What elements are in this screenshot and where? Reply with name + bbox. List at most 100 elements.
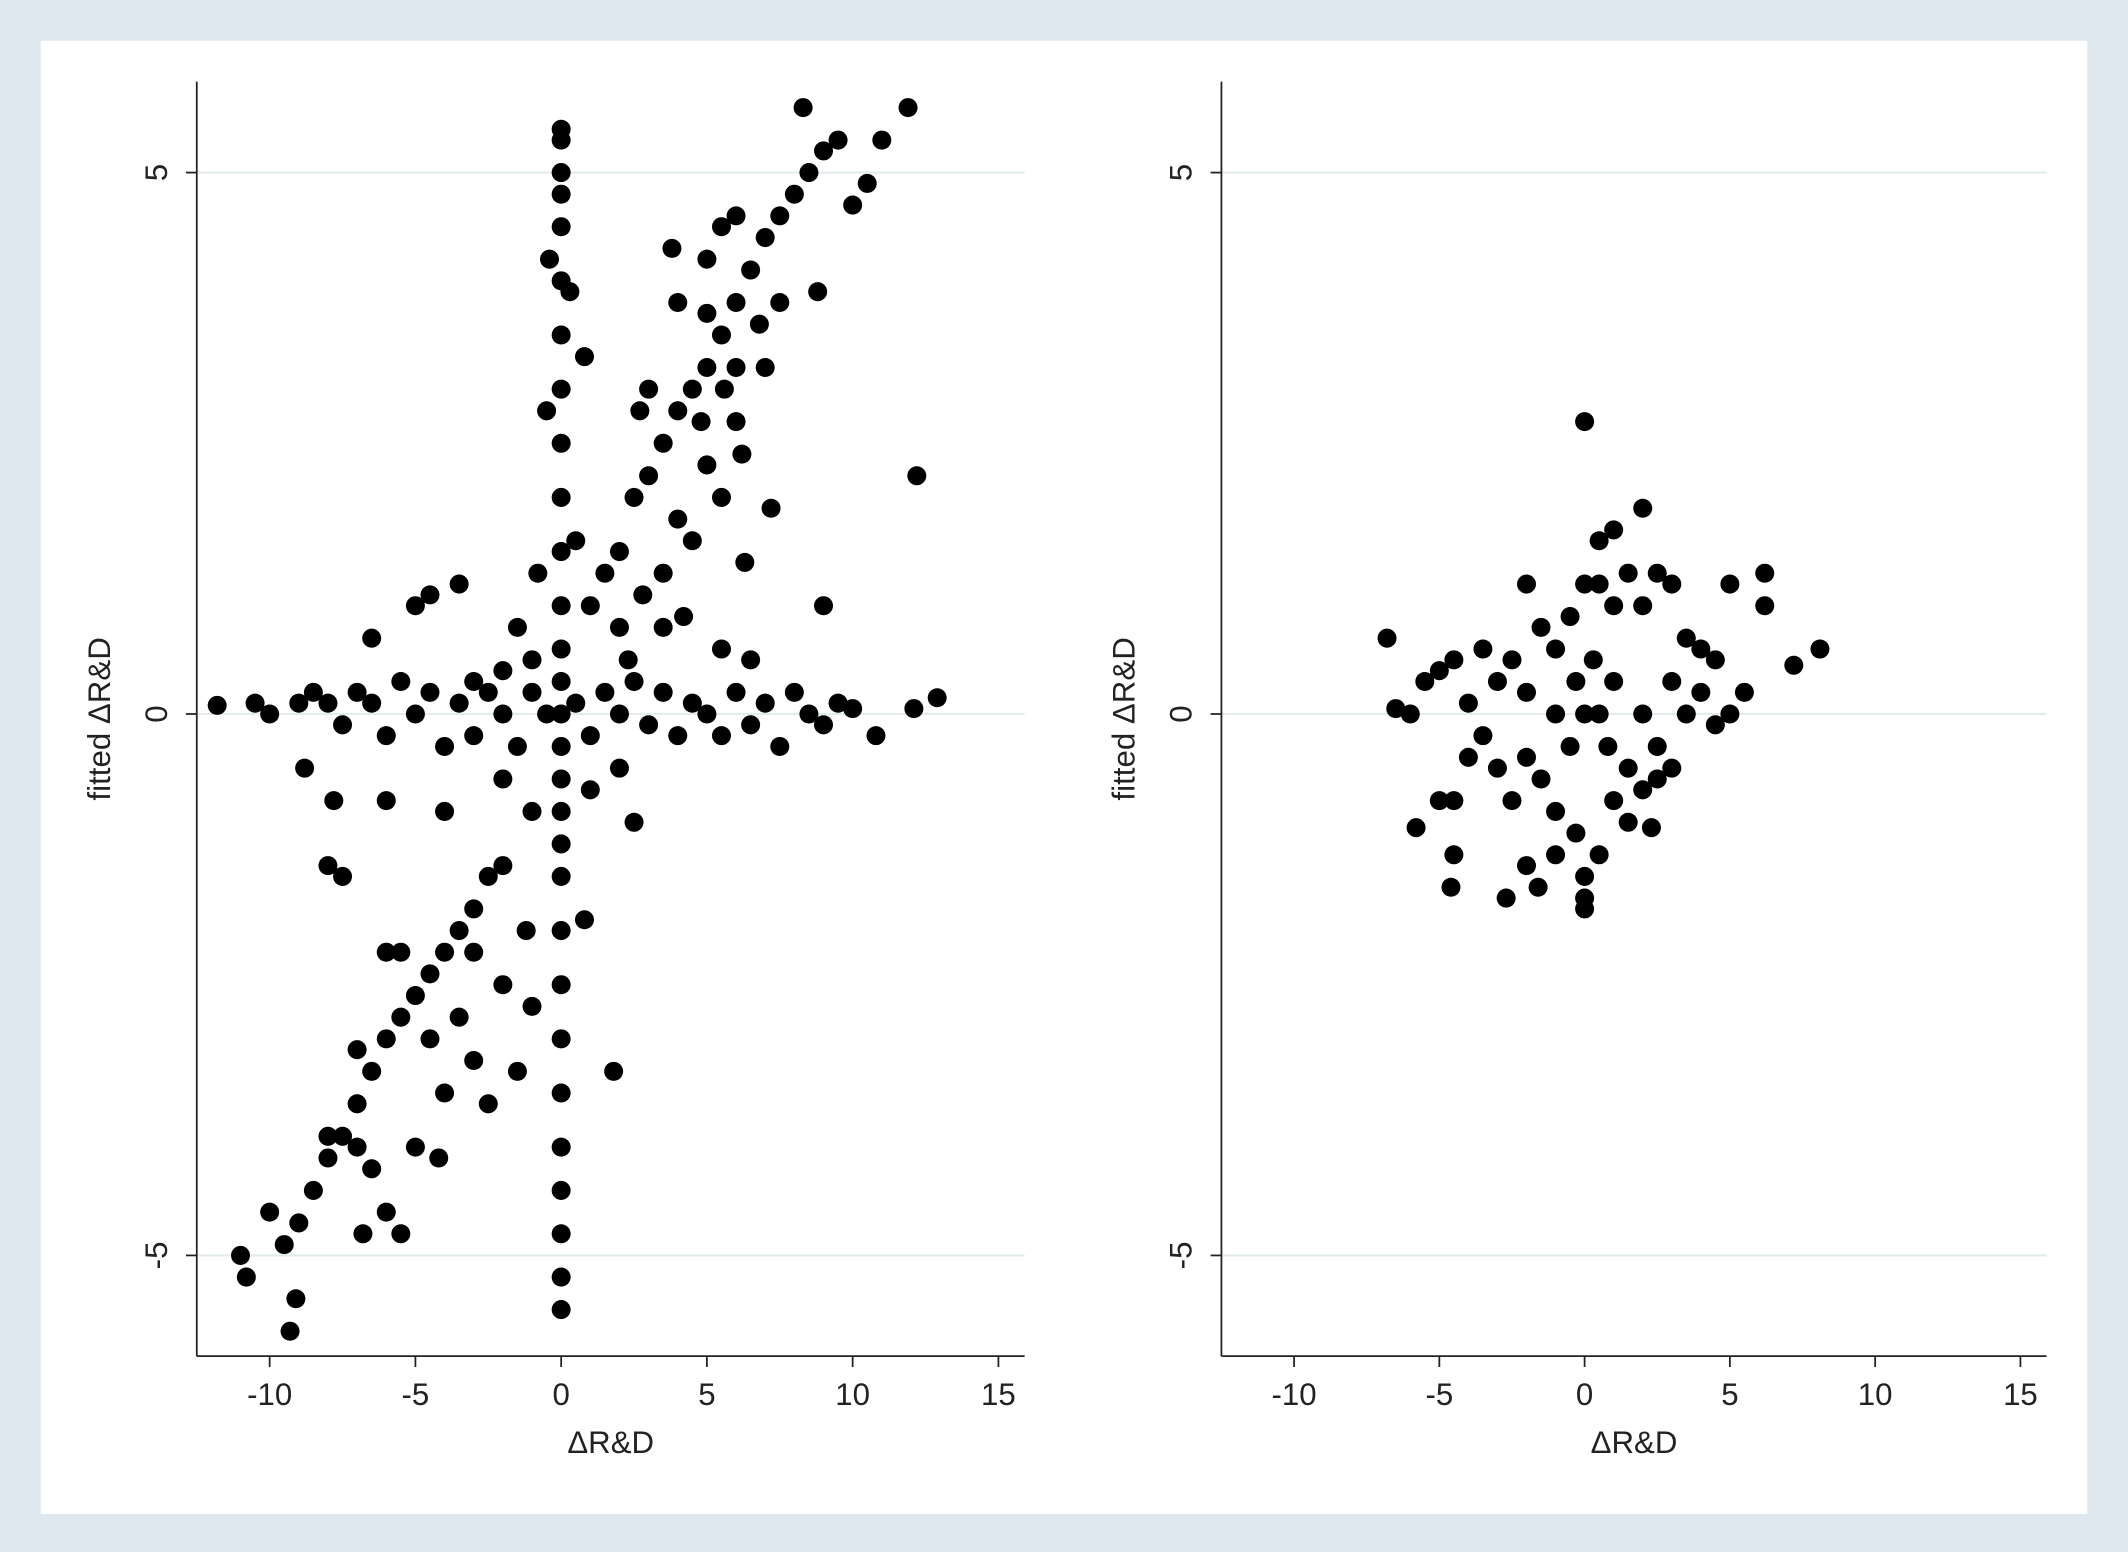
point xyxy=(1575,574,1595,594)
point xyxy=(828,130,848,150)
point xyxy=(1720,574,1740,594)
point xyxy=(478,1094,498,1114)
point xyxy=(639,715,659,735)
point xyxy=(493,769,513,789)
point xyxy=(507,736,527,757)
point xyxy=(814,141,834,161)
point xyxy=(609,542,629,562)
point xyxy=(857,173,877,193)
point xyxy=(1516,574,1536,594)
point xyxy=(551,736,571,757)
point xyxy=(618,650,638,670)
point xyxy=(391,1224,411,1244)
point xyxy=(1647,563,1667,583)
point xyxy=(493,661,513,681)
point xyxy=(755,228,775,248)
point xyxy=(333,866,353,886)
point xyxy=(522,650,542,670)
point xyxy=(770,736,790,757)
point xyxy=(609,758,629,778)
point xyxy=(289,693,309,713)
point xyxy=(391,671,411,692)
point xyxy=(784,682,804,702)
y-tick-label: 5 xyxy=(1164,164,1199,181)
point xyxy=(1604,791,1624,811)
point xyxy=(362,1061,382,1081)
point xyxy=(828,693,848,713)
point xyxy=(732,444,752,464)
point xyxy=(697,704,717,724)
x-axis-label: ΔR&D xyxy=(567,1425,654,1460)
point xyxy=(653,682,673,702)
point xyxy=(1546,845,1566,865)
point xyxy=(1487,758,1507,778)
point xyxy=(551,704,571,724)
point xyxy=(595,563,615,583)
point xyxy=(207,695,227,715)
point xyxy=(391,942,411,962)
point xyxy=(604,1061,624,1081)
point xyxy=(784,184,804,204)
point xyxy=(630,401,650,421)
point xyxy=(639,466,659,486)
point xyxy=(347,1040,367,1060)
point xyxy=(674,607,694,627)
point xyxy=(1496,888,1516,908)
point xyxy=(318,1148,338,1168)
point xyxy=(1444,650,1464,670)
point xyxy=(726,412,746,432)
point xyxy=(347,1094,367,1114)
point xyxy=(551,487,571,507)
point xyxy=(1662,758,1682,778)
point xyxy=(537,401,557,421)
point xyxy=(714,379,734,399)
point xyxy=(1473,726,1493,746)
point xyxy=(1641,818,1661,838)
point xyxy=(551,975,571,995)
point xyxy=(1604,520,1624,540)
point xyxy=(551,1137,571,1157)
point xyxy=(551,163,571,183)
point xyxy=(1429,661,1449,681)
y-axis-label: fitted ΔR&D xyxy=(1107,637,1142,800)
point xyxy=(1691,639,1711,659)
point xyxy=(231,1245,251,1265)
point xyxy=(429,1148,449,1168)
point xyxy=(697,303,717,323)
point xyxy=(420,585,440,605)
point xyxy=(449,693,469,713)
point xyxy=(347,1137,367,1157)
point xyxy=(551,801,571,821)
point xyxy=(420,682,440,702)
point xyxy=(580,780,600,800)
point xyxy=(770,292,790,313)
point xyxy=(260,704,280,724)
y-axis-label: fitted ΔR&D xyxy=(82,637,117,800)
point xyxy=(741,650,761,670)
point xyxy=(1415,671,1435,692)
y-tick-label: -5 xyxy=(1164,1242,1199,1270)
point xyxy=(662,238,682,258)
point xyxy=(1531,617,1551,637)
point xyxy=(1589,574,1609,594)
x-tick-label: 5 xyxy=(698,1377,715,1412)
point xyxy=(1400,704,1420,724)
point xyxy=(1528,877,1548,897)
point xyxy=(898,98,918,118)
point xyxy=(1618,812,1638,832)
y-tick-label: 0 xyxy=(1164,705,1199,722)
point xyxy=(1662,574,1682,594)
point xyxy=(551,119,571,139)
point xyxy=(907,466,927,486)
point xyxy=(464,942,484,962)
point xyxy=(464,899,484,919)
point xyxy=(449,921,469,941)
point xyxy=(464,726,484,746)
point xyxy=(353,1224,373,1244)
point xyxy=(464,1050,484,1071)
x-tick-label: -5 xyxy=(402,1377,430,1412)
point xyxy=(574,910,594,930)
point xyxy=(551,596,571,616)
y-tick-label: 0 xyxy=(139,705,174,722)
